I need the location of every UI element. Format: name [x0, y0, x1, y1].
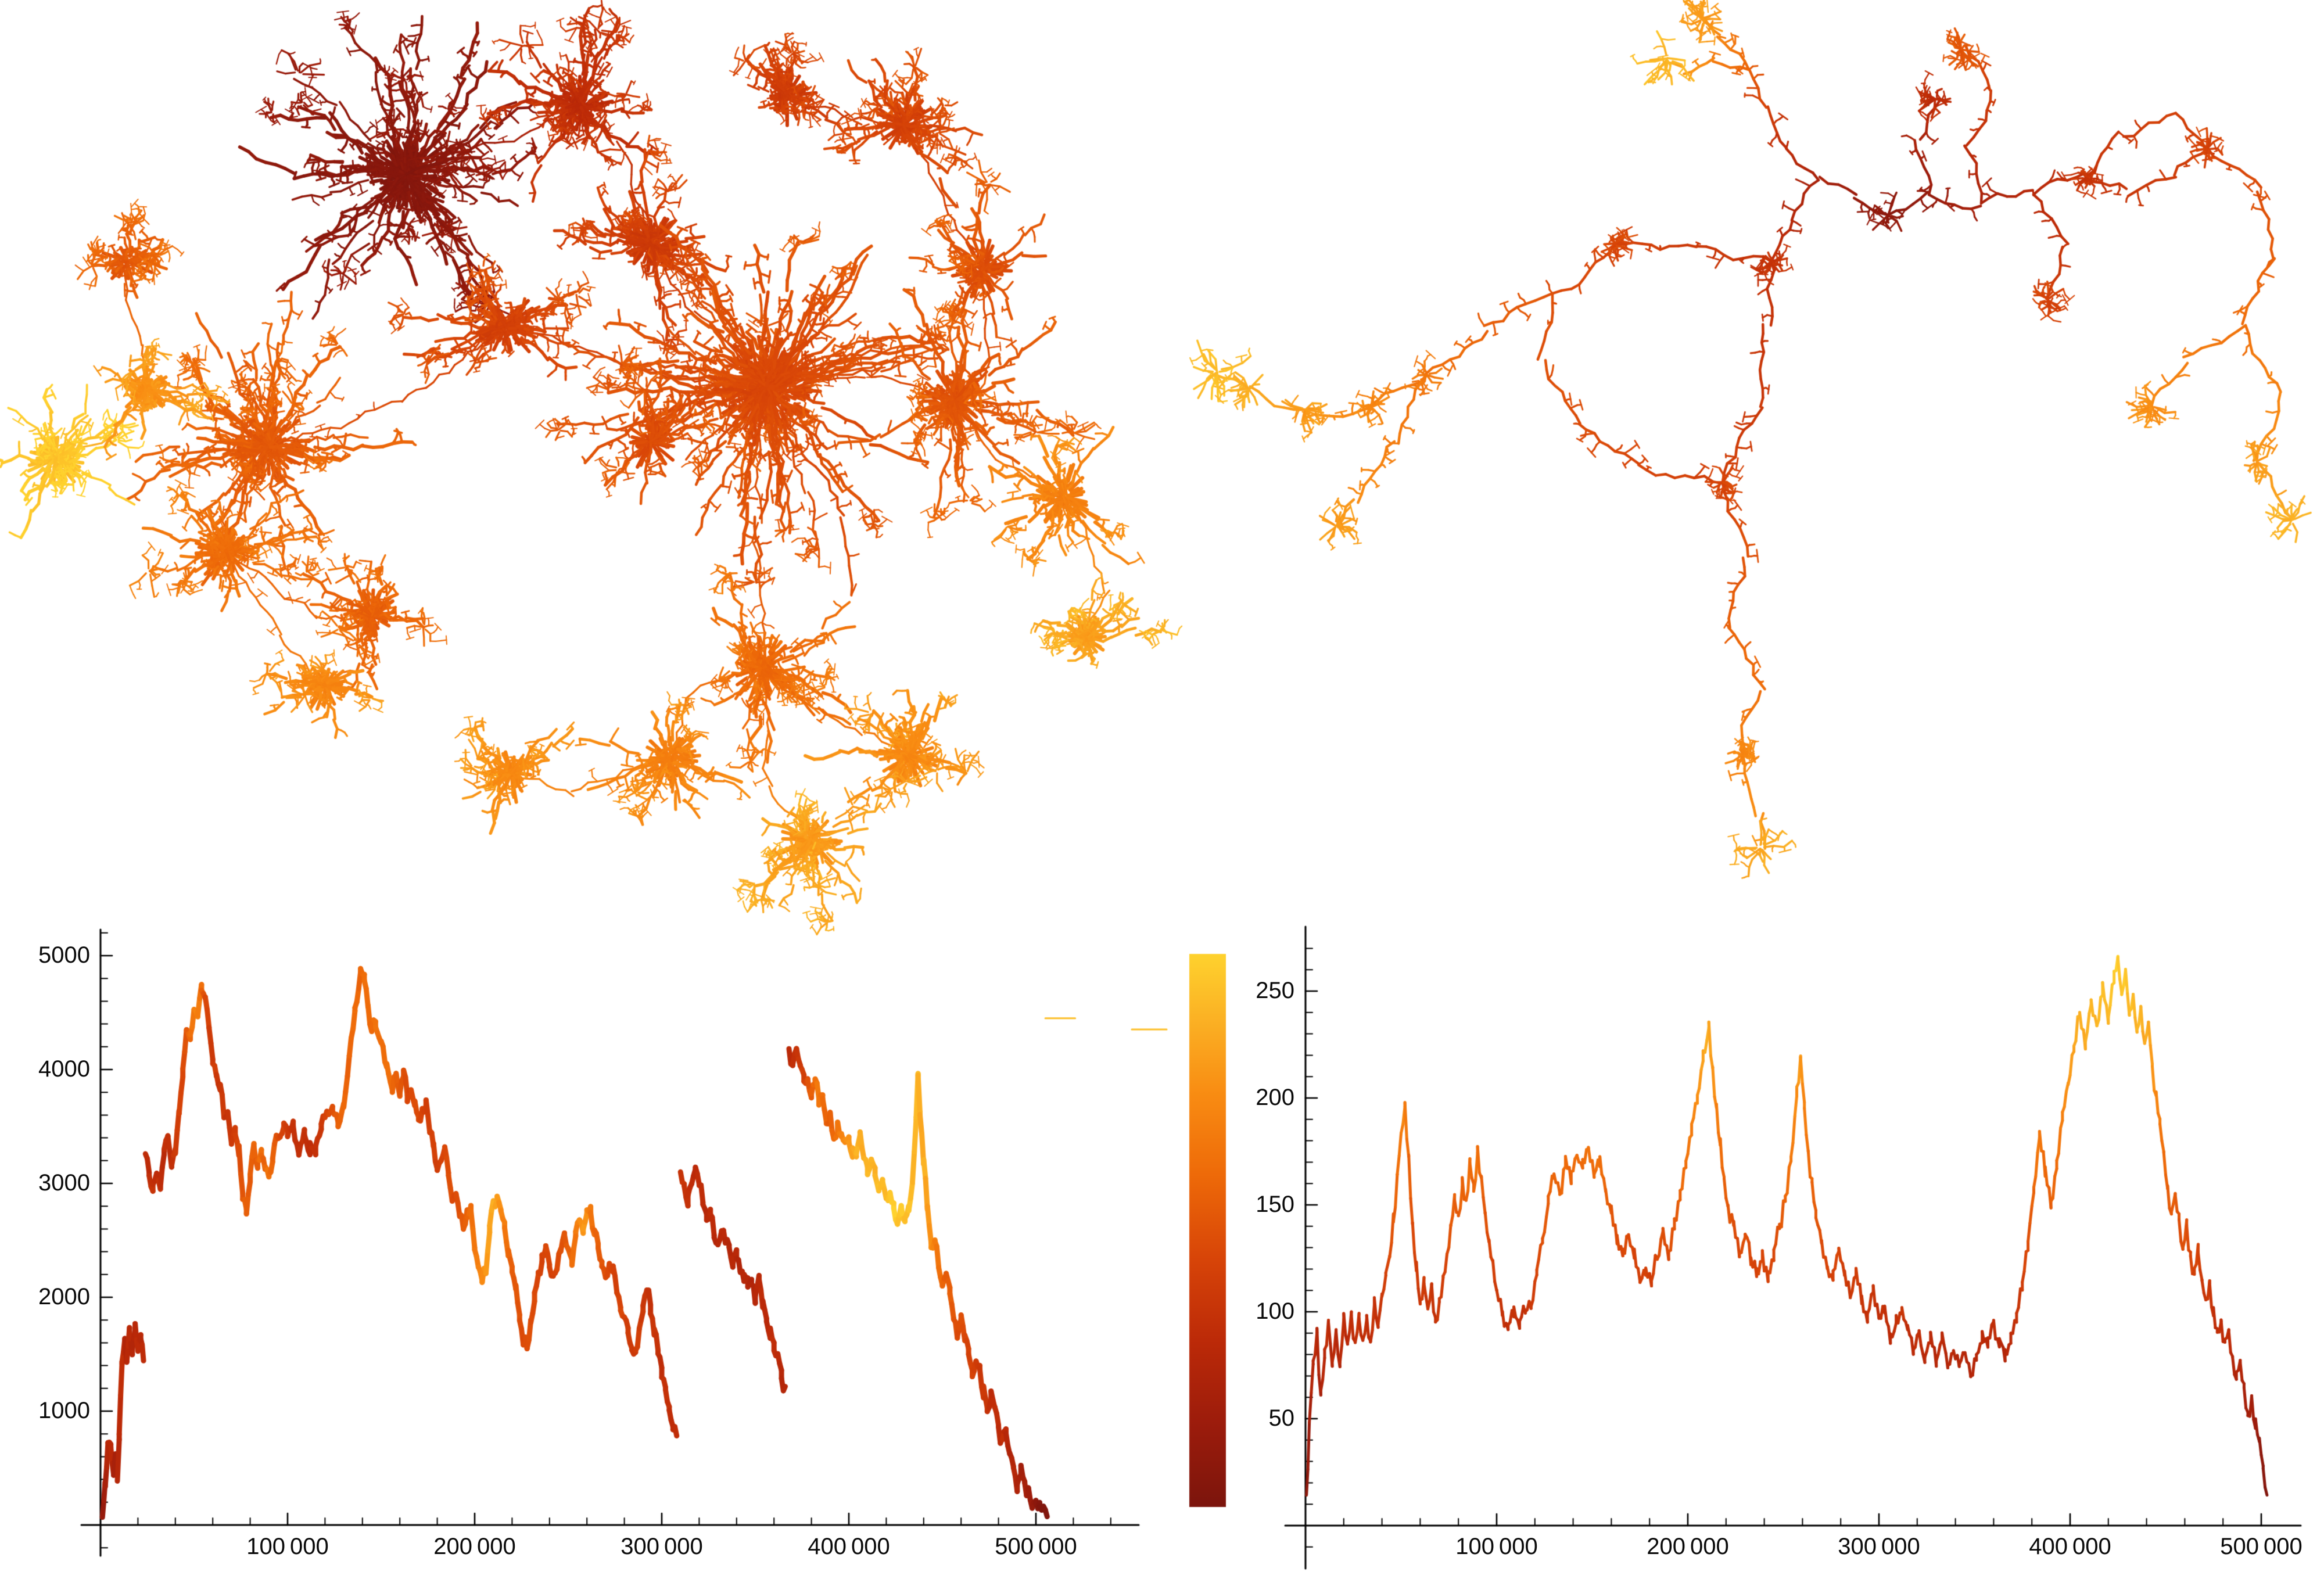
- tick-label: 100 000: [246, 1534, 329, 1559]
- panel-tree-dense: [0, 0, 1162, 906]
- panel-series-distance: [1232, 906, 2324, 1586]
- panel-series-contour: [0, 906, 1185, 1586]
- tick-label: 400 000: [2029, 1534, 2111, 1559]
- colorbar: [1185, 947, 1232, 1510]
- tick-label: 400 000: [808, 1534, 890, 1559]
- tick-label: 50: [1268, 1405, 1295, 1431]
- tick-label: 100: [1256, 1298, 1294, 1324]
- tick-label: 2000: [38, 1284, 90, 1309]
- tick-label: 5000: [38, 942, 90, 968]
- tick-label: 200 000: [433, 1534, 516, 1559]
- tick-label: 1000: [38, 1398, 90, 1423]
- tick-label: 100 000: [1455, 1534, 1538, 1559]
- tick-label: 500 000: [995, 1534, 1077, 1559]
- tick-label: 300 000: [621, 1534, 703, 1559]
- tick-label: 150: [1256, 1192, 1294, 1217]
- tick-label: 300 000: [1838, 1534, 1920, 1559]
- tick-label: 200 000: [1647, 1534, 1729, 1559]
- tick-label: 3000: [38, 1170, 90, 1196]
- tick-label: 250: [1256, 978, 1294, 1003]
- tick-label: 200: [1256, 1085, 1294, 1110]
- tick-label: 4000: [38, 1056, 90, 1082]
- tick-label: 500 000: [2220, 1534, 2303, 1559]
- panel-tree-sparse: [1162, 0, 2324, 906]
